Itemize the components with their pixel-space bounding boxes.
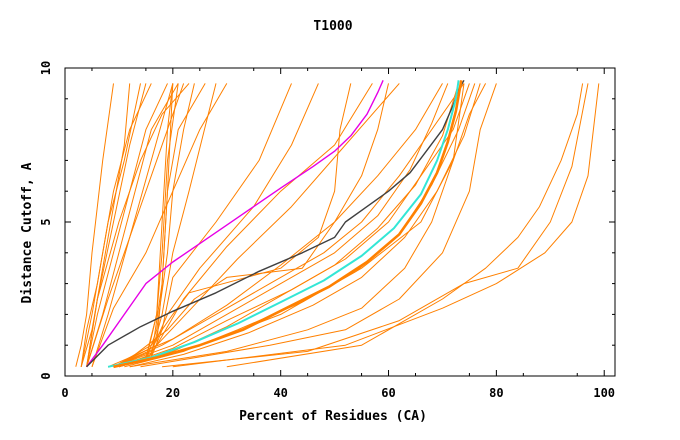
series-line-highlight-dark: [86, 79, 465, 368]
x-tick-label: 20: [166, 386, 180, 400]
series-line-model-d: [80, 83, 141, 367]
series-line-highlight-orange-bold: [113, 80, 463, 369]
x-tick-label: 0: [61, 386, 68, 400]
x-tick-label: 100: [593, 386, 615, 400]
series-layer: [75, 79, 600, 369]
x-axis-label: Percent of Residues (CA): [239, 409, 427, 424]
y-axis-label: Distance Cutoff, A: [20, 162, 35, 303]
x-tick-label: 80: [489, 386, 503, 400]
series-line-model-x: [118, 83, 389, 368]
series-line-model-u: [113, 83, 400, 368]
series-line-model-s: [113, 83, 319, 368]
chart-title: T1000: [313, 19, 352, 34]
y-tick-label: 5: [39, 218, 53, 225]
series-line-highlight-magenta: [86, 80, 384, 368]
series-line-model-q: [118, 83, 217, 368]
series-line-model-k: [91, 83, 228, 367]
series-line-model-t: [113, 83, 373, 368]
series-line-highlight-cyan: [107, 80, 460, 368]
y-tick-label: 10: [39, 61, 53, 75]
series-line-model-ag: [140, 83, 497, 368]
series-line-model-i: [91, 83, 174, 367]
series-line-model-aj: [226, 83, 584, 368]
series-line-model-ac: [129, 83, 481, 368]
series-line-model-j: [75, 83, 114, 367]
series-line-model-w: [113, 83, 352, 368]
y-axis-ticks: 0 5 10: [39, 61, 615, 380]
series-line-model-ah: [162, 83, 589, 368]
x-tick-label: 40: [273, 386, 287, 400]
series-line-model-af: [129, 83, 465, 368]
series-line-model-g: [86, 83, 147, 367]
plot-frame: [64, 67, 616, 377]
series-line-model-v: [107, 83, 443, 368]
series-line-model-b: [80, 83, 152, 367]
series-line-model-ad: [113, 83, 449, 368]
series-line-model-h: [86, 83, 185, 367]
series-line-model-c: [86, 83, 168, 367]
series-line-model-y: [113, 83, 465, 368]
series-line-model-ai: [172, 83, 600, 368]
x-axis-ticks: 0 20 40 60 80 100: [61, 68, 615, 400]
y-tick-label: 0: [39, 372, 53, 379]
series-line-model-f: [86, 83, 190, 367]
x-tick-label: 60: [381, 386, 395, 400]
series-line-model-a: [80, 83, 131, 367]
